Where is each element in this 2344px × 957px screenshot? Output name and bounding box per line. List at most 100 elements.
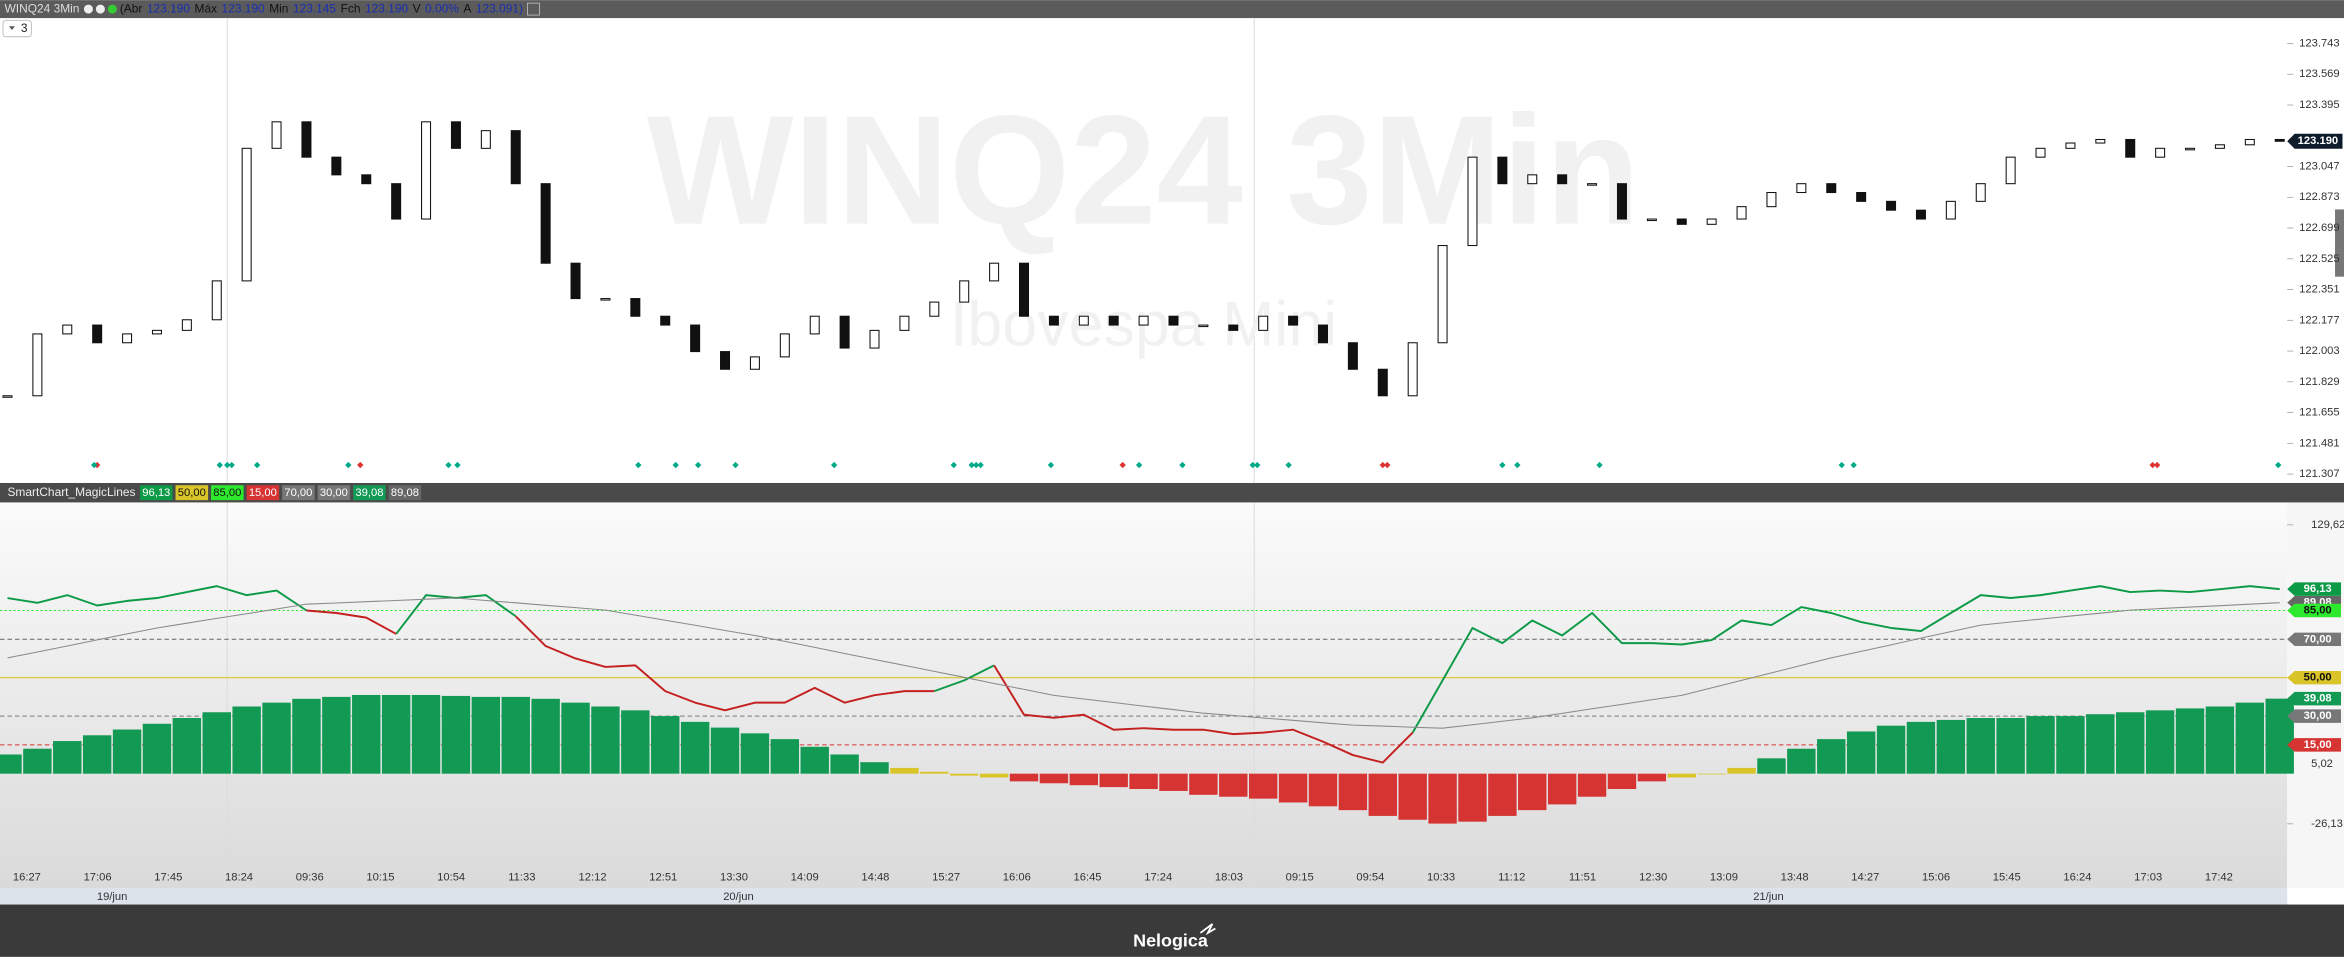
histogram-bar (1398, 773, 1427, 820)
signal-marker (972, 461, 980, 469)
histogram-bar (262, 702, 291, 774)
signal-marker (1047, 461, 1055, 469)
legend-value: 15,00 (249, 487, 277, 499)
signal-marker (950, 461, 957, 469)
candle (211, 280, 222, 321)
legend-value: 39,08 (355, 487, 383, 499)
x-tick-label: 18:03 (1215, 872, 1243, 884)
signal-marker (2153, 461, 2161, 469)
period-value[interactable]: 3 (21, 21, 28, 35)
candle (1945, 200, 1956, 220)
quote-label: Fch (341, 2, 361, 16)
x-tick-label: 13:48 (1781, 872, 1809, 884)
header-icon (95, 4, 105, 14)
quote-value: 123.145 (293, 2, 337, 16)
header-button[interactable] (527, 2, 540, 16)
candle (2065, 142, 2076, 149)
histogram-bar (591, 706, 620, 774)
brand-mark (1199, 923, 1216, 936)
candle (1527, 174, 1538, 185)
brand: Nelogica (1133, 931, 1209, 951)
x-tick-label: 17:24 (1144, 872, 1172, 884)
histogram-bar (1009, 773, 1039, 782)
indicator-header (0, 482, 2344, 503)
candle (1975, 183, 1986, 202)
candle (600, 298, 611, 301)
signal-marker (445, 461, 452, 469)
last-price-tag (2287, 133, 2343, 149)
candle (62, 324, 73, 335)
histogram-bar (1308, 773, 1338, 807)
histogram-bar (202, 712, 231, 774)
x-tick-label: 13:09 (1710, 872, 1738, 884)
histogram-bar (800, 746, 829, 774)
candle (1198, 324, 1209, 328)
value-tag-label: 30,00 (2304, 710, 2332, 722)
x-tick-label: 16:24 (2063, 872, 2091, 884)
legend-box (282, 485, 315, 501)
candle (1646, 218, 1657, 222)
histogram-bar (1368, 773, 1397, 816)
candle (271, 121, 282, 149)
legend-value: 70,00 (284, 487, 312, 499)
value-tag-label: 85,00 (2304, 604, 2332, 616)
candle (1706, 218, 1717, 225)
y-tick-label: 123.743 (2299, 37, 2340, 49)
candle (2244, 138, 2255, 146)
histogram-bar (2265, 698, 2294, 774)
y-tick-label: -26,13 (2311, 818, 2343, 830)
candle (1587, 183, 1598, 186)
histogram-bar (950, 773, 979, 776)
x-tick-label: 12:30 (1639, 872, 1667, 884)
histogram-bar (172, 718, 202, 774)
histogram-bar (1936, 719, 1966, 774)
candle (32, 333, 43, 397)
legend-value: 96,13 (142, 487, 170, 499)
histogram-bar (1248, 773, 1278, 799)
x-tick-label: 18:24 (225, 872, 253, 884)
watermark: WINQ24 3Min (647, 83, 1640, 257)
histogram-bar (1099, 773, 1128, 788)
signal-marker (1179, 461, 1186, 469)
histogram-bar (1159, 773, 1188, 791)
histogram-bar (1458, 773, 1487, 822)
histogram-bar (1876, 725, 1906, 774)
side-tab[interactable] (2335, 209, 2344, 277)
candle (1856, 191, 1867, 202)
quote-label: (Abr (120, 2, 143, 16)
legend-box (388, 485, 422, 501)
candle (391, 183, 402, 220)
signal-marker (635, 461, 642, 469)
quote-label: Máx (195, 2, 218, 16)
histogram-bar (0, 754, 22, 774)
candle (181, 319, 192, 331)
candle (1347, 342, 1358, 370)
histogram-bar (381, 694, 411, 774)
candle (2185, 147, 2196, 151)
histogram-bar (1817, 739, 1846, 774)
value-tag-label: 70,00 (2304, 633, 2332, 645)
y-tick-label: 129,62 (2311, 519, 2344, 531)
candle (1317, 324, 1328, 344)
y-tick-label: 123.047 (2299, 161, 2340, 173)
quote-value: 0.00% (425, 2, 459, 16)
histogram-bar (1219, 773, 1248, 797)
candle (421, 121, 432, 220)
candle (809, 315, 820, 335)
dropdown-arrow (8, 26, 15, 31)
x-tick-label: 13:30 (720, 872, 748, 884)
histogram-bar (561, 702, 590, 774)
x-tick-label: 11:33 (508, 872, 535, 884)
period-selector[interactable] (2, 19, 32, 38)
header-icon (107, 4, 117, 14)
histogram-bar (82, 735, 112, 774)
legend-box (246, 485, 280, 501)
histogram-bar (1757, 758, 1786, 774)
candle (630, 298, 641, 317)
candle (1915, 209, 1926, 220)
signal-marker (2275, 461, 2282, 469)
histogram-bar (860, 762, 889, 774)
y-tick-label: 123.569 (2299, 68, 2340, 80)
histogram-bar (1846, 731, 1876, 774)
